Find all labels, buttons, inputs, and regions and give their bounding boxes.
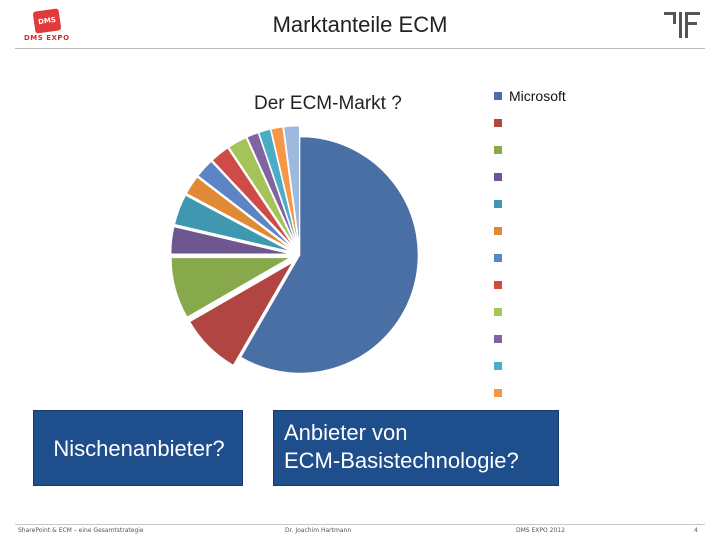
chart-title: Der ECM-Markt ? — [254, 93, 402, 114]
dms-expo-caption: DMS EXPO — [24, 34, 70, 42]
callout-base-technology: Anbieter von ECM-Basistechnologie? — [273, 410, 559, 486]
legend-label-1: Microsoft — [509, 88, 566, 104]
legend-swatch-9 — [494, 308, 502, 316]
legend-swatch-1 — [494, 92, 502, 100]
pie-slice-12 — [270, 126, 299, 245]
fraunhofer-logo-icon — [664, 12, 700, 38]
pie-slice-10 — [246, 132, 297, 245]
pie-slice-6 — [186, 176, 291, 250]
pie-slice-13 — [283, 125, 300, 245]
legend-swatch-2 — [494, 119, 502, 127]
pie-slice-3 — [171, 257, 291, 318]
pie-slice-11 — [258, 129, 298, 245]
pie-slice-5 — [174, 195, 290, 252]
footer-author: Dr. Joachim Hartmann — [285, 527, 352, 534]
pie-slice-4 — [170, 226, 290, 255]
legend-swatch-8 — [494, 281, 502, 289]
callout-base-technology-line1: Anbieter von — [284, 420, 408, 445]
footer-presentation-title: SharePoint & ECM – eine Gesamtstrategie — [18, 527, 144, 534]
dms-expo-logo: DMS DMS EXPO — [20, 8, 80, 46]
footer-page-number: 4 — [694, 527, 698, 534]
legend-swatch-3 — [494, 146, 502, 154]
footer-divider — [15, 524, 705, 525]
header-divider — [15, 48, 705, 49]
legend-swatch-4 — [494, 173, 502, 181]
legend-swatch-12 — [494, 389, 502, 397]
page-title: Marktanteile ECM — [272, 12, 448, 37]
legend-swatch-5 — [494, 200, 502, 208]
callout-base-technology-line2: ECM-Basistechnologie? — [284, 448, 519, 473]
pie-slice-9 — [228, 137, 295, 246]
pie-chart — [170, 125, 419, 374]
legend-swatch-10 — [494, 335, 502, 343]
footer-event: DMS EXPO 2012 — [516, 527, 565, 534]
callout-base-technology-text: Anbieter von ECM-Basistechnologie? — [284, 419, 519, 475]
pie-slice-8 — [212, 147, 294, 247]
callout-niche-vendors: Nischenanbieter? — [33, 410, 243, 486]
pie-slice-7 — [197, 161, 293, 248]
pie-slice-2 — [189, 261, 294, 366]
legend-swatch-11 — [494, 362, 502, 370]
legend-swatch-6 — [494, 227, 502, 235]
callout-niche-vendors-text: Nischenanbieter? — [53, 436, 225, 461]
pie-slice-1 — [240, 136, 419, 374]
legend-swatch-7 — [494, 254, 502, 262]
